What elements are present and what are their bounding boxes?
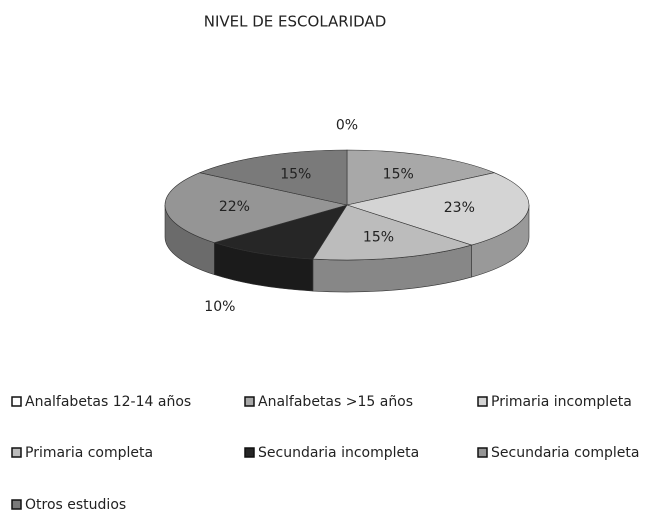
legend-swatch: [11, 447, 22, 458]
pie-slice: [164, 172, 348, 243]
data-label: 0%: [336, 117, 358, 133]
legend-label: Secundaria incompleta: [258, 445, 419, 461]
data-label: 22%: [219, 199, 250, 215]
pie-slice: [345, 172, 530, 246]
pie-slice: [213, 204, 348, 260]
data-label: 15%: [363, 230, 394, 246]
legend-swatch: [11, 499, 22, 510]
pie-slice: [312, 204, 473, 261]
data-label: 15%: [280, 167, 311, 183]
pie-slice: [198, 149, 348, 206]
legend-label: Analfabetas 12-14 años: [25, 394, 191, 410]
legend-swatch: [244, 396, 255, 407]
legend-label: Primaria incompleta: [491, 394, 632, 410]
legend-label: Analfabetas >15 años: [258, 394, 413, 410]
legend-swatch: [477, 447, 488, 458]
legend-swatch: [11, 396, 22, 407]
legend-label: Secundaria completa: [491, 445, 639, 461]
legend-swatch: [244, 447, 255, 458]
data-label: 15%: [383, 167, 414, 183]
chart-title: NIVEL DE ESCOLARIDAD: [204, 13, 387, 31]
legend-swatch: [477, 396, 488, 407]
pie-slice: [346, 149, 496, 206]
data-label: 10%: [204, 299, 235, 315]
legend-label: Otros estudios: [25, 497, 126, 513]
data-label: 23%: [444, 200, 475, 216]
legend-label: Primaria completa: [25, 445, 153, 461]
